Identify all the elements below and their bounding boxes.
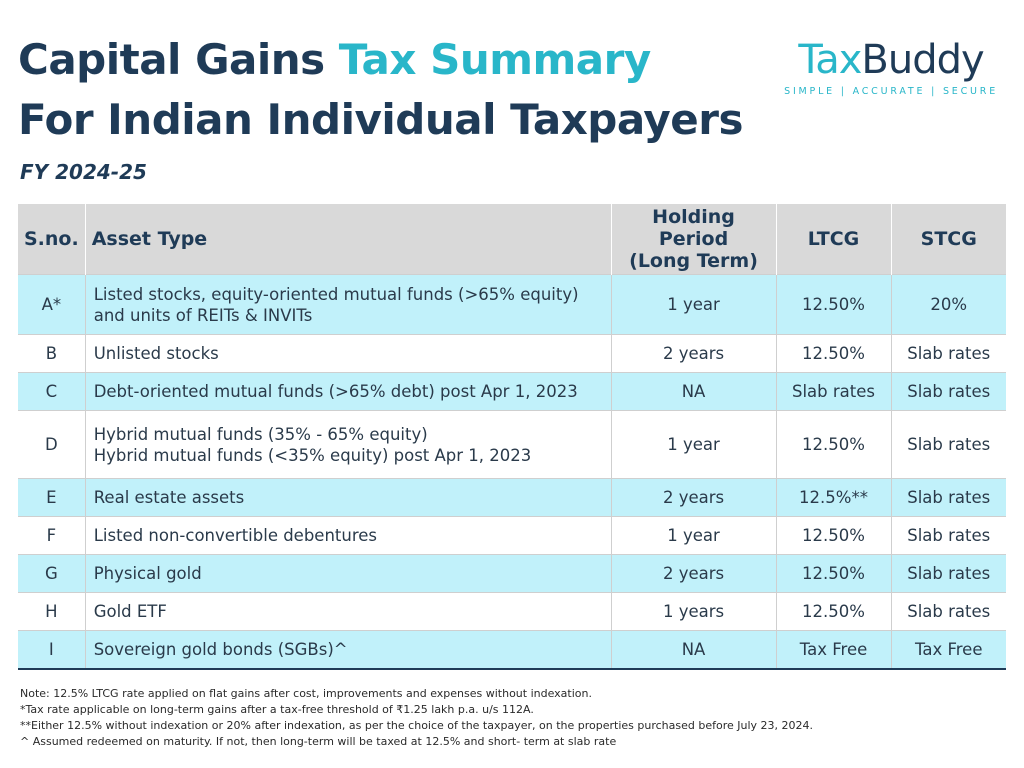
cell-holding-period: 1 year [610,516,777,555]
cell-holding-period: 2 years [610,554,777,593]
cell-ltcg: 12.50% [775,334,891,373]
table-row: D Hybrid mutual funds (35% - 65% equity) H… [18,410,1006,479]
logo-buddy: Buddy [861,37,984,83]
cell-asset-type: Hybrid mutual funds (35% - 65% equity) Hy… [84,410,612,479]
cell-ltcg: 12.50% [775,554,891,593]
cell-stcg: Slab rates [890,554,1006,593]
cell-holding-period: 1 year [610,274,777,335]
cell-holding-period: NA [610,630,777,670]
cell-ltcg: 12.50% [775,274,891,335]
cell-holding-period: 1 years [610,592,777,631]
cell-stcg: Slab rates [890,592,1006,631]
cell-ltcg: 12.50% [775,592,891,631]
column-header-asset-type: Asset Type [84,204,612,275]
cell-asset-type: Real estate assets [84,478,612,517]
table-row: E Real estate assets 2 years 12.5%** Slab ra… [18,478,1006,517]
cell-sno: A* [18,274,86,335]
footnote: Note: 12.5% LTCG rate applied on flat ga… [20,687,592,700]
cell-holding-period: 2 years [610,334,777,373]
table-row: I Sovereign gold bonds (SGBs)^ NA Tax Free T… [18,630,1006,670]
cell-asset-type: Debt-oriented mutual funds (>65% debt) p… [84,372,612,411]
cell-sno: F [18,516,86,555]
cell-ltcg: 12.50% [775,410,891,479]
cell-stcg: Slab rates [890,478,1006,517]
logo-tagline: SIMPLE | ACCURATE | SECURE [784,86,998,97]
cell-asset-type: Listed stocks, equity-oriented mutual fu… [84,274,612,335]
cell-sno: G [18,554,86,593]
logo-wordmark: TaxBuddy [784,38,998,82]
cell-asset-type: Sovereign gold bonds (SGBs)^ [84,630,612,670]
column-header-ltcg: LTCG [775,204,891,275]
title-line-1: Capital Gains Tax Summary [18,30,743,90]
cell-holding-period: 1 year [610,410,777,479]
column-header-sno: S.no. [18,204,86,275]
cell-sno: H [18,592,86,631]
taxbuddy-logo: TaxBuddy SIMPLE | ACCURATE | SECURE [784,38,998,97]
page-title: Capital Gains Tax Summary For Indian Ind… [18,30,743,150]
table-row: F Listed non-convertible debentures 1 year… [18,516,1006,555]
cell-ltcg: 12.5%** [775,478,891,517]
cell-stcg: 20% [890,274,1006,335]
table-row: G Physical gold 2 years 12.50% Slab rates [18,554,1006,593]
cell-ltcg: Slab rates [775,372,891,411]
cell-asset-type: Gold ETF [84,592,612,631]
cell-stcg: Slab rates [890,372,1006,411]
footnote: **Either 12.5% without indexation or 20%… [20,719,814,732]
cell-stcg: Slab rates [890,516,1006,555]
table-row: B Unlisted stocks 2 years 12.50% Slab rates [18,334,1006,373]
footnotes: Note: 12.5% LTCG rate applied on flat ga… [20,686,813,750]
title-part-1: Capital Gains [18,35,339,84]
cell-holding-period: NA [610,372,777,411]
column-header-holding-period: Holding Period (Long Term) [610,204,777,275]
capital-gains-table: S.no. Asset Type Holding Period (Long Ter… [18,204,1006,670]
cell-asset-type: Unlisted stocks [84,334,612,373]
cell-asset-type: Listed non-convertible debentures [84,516,612,555]
cell-stcg: Slab rates [890,334,1006,373]
table-header-row: S.no. Asset Type Holding Period (Long Ter… [18,204,1006,275]
cell-stcg: Tax Free [890,630,1006,670]
footnote: *Tax rate applicable on long-term gains … [20,703,534,716]
table-row: H Gold ETF 1 years 12.50% Slab rates [18,592,1006,631]
cell-sno: B [18,334,86,373]
cell-sno: E [18,478,86,517]
cell-asset-type: Physical gold [84,554,612,593]
cell-ltcg: Tax Free [775,630,891,670]
logo-tax: Tax [798,37,862,83]
table-row: A* Listed stocks, equity-oriented mutual … [18,274,1006,335]
fiscal-year: FY 2024-25 [20,160,147,184]
cell-ltcg: 12.50% [775,516,891,555]
title-line-2: For Indian Individual Taxpayers [18,95,743,144]
column-header-stcg: STCG [890,204,1006,275]
cell-sno: D [18,410,86,479]
footnote: ^ Assumed redeemed on maturity. If not, … [20,735,617,748]
cell-stcg: Slab rates [890,410,1006,479]
title-accent: Tax Summary [338,35,651,84]
table-row: C Debt-oriented mutual funds (>65% debt) … [18,372,1006,411]
cell-holding-period: 2 years [610,478,777,517]
cell-sno: C [18,372,86,411]
cell-sno: I [18,630,86,670]
